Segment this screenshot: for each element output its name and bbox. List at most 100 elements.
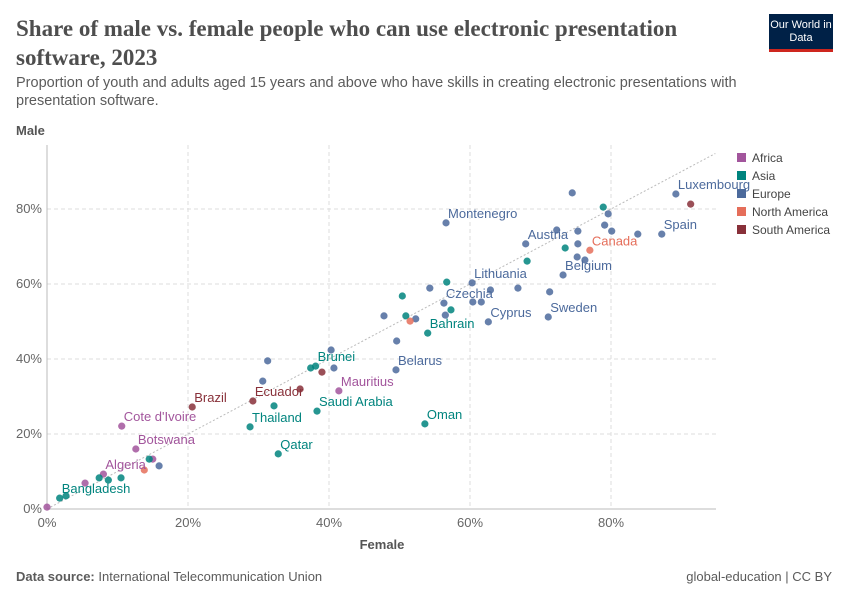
data-point [264, 357, 272, 365]
data-point [568, 189, 576, 197]
data-point [440, 299, 448, 307]
data-point [296, 385, 304, 393]
data-point [56, 494, 64, 502]
data-point [246, 423, 254, 431]
point-label: Brunei [318, 349, 356, 364]
point-label: Botswana [138, 432, 196, 447]
data-point [443, 278, 451, 286]
data-point [145, 455, 153, 463]
data-point [687, 200, 695, 208]
legend-swatch [737, 225, 746, 234]
point-label: Belarus [398, 353, 443, 368]
data-point [426, 284, 434, 292]
point-label: Canada [592, 233, 638, 248]
data-point [393, 337, 401, 345]
point-label: Spain [664, 217, 697, 232]
data-point [658, 230, 666, 238]
chart-title: Share of male vs. female people who can … [16, 16, 678, 70]
source-label: Data source: [16, 569, 95, 584]
chart-subtitle: Proportion of youth and adults aged 15 y… [16, 75, 737, 109]
owid-logo[interactable]: Our World in Data [769, 14, 833, 52]
data-point [441, 311, 449, 319]
data-point [574, 240, 582, 248]
data-point [442, 219, 450, 227]
point-label: Austria [528, 227, 569, 242]
data-point [546, 288, 554, 296]
data-point [412, 315, 420, 323]
point-label: Ecuador [255, 384, 304, 399]
x-tick-label: 80% [598, 515, 624, 530]
point-label: Sweden [550, 300, 597, 315]
data-point [469, 298, 477, 306]
license[interactable]: global-education | CC BY [686, 569, 832, 584]
data-point [43, 503, 51, 511]
data-point [424, 329, 432, 337]
y-tick-label: 80% [16, 201, 42, 216]
data-point [335, 387, 343, 395]
point-label: Cote d'Ivoire [124, 409, 197, 424]
legend-swatch [737, 153, 746, 162]
data-point [468, 279, 476, 287]
point-label: Thailand [252, 410, 302, 425]
reference-line [46, 153, 716, 510]
data-point [155, 462, 163, 470]
scatter-plot: 0%0% 20% 20% 40% 40% 60% 60% 80% 80% Male Female Af… [16, 123, 830, 552]
data-point [249, 397, 257, 405]
data-point [486, 286, 495, 294]
point-label: Algeria [105, 457, 146, 472]
data-point [421, 420, 429, 428]
point-label: Luxembourg [678, 177, 750, 192]
data-point [604, 210, 612, 218]
data-point [259, 377, 267, 385]
data-point [392, 366, 400, 374]
data-point [586, 246, 594, 254]
data-point [81, 479, 89, 487]
data-point [544, 313, 552, 321]
legend-swatch [737, 171, 746, 180]
data-point [514, 284, 522, 292]
data-point [484, 318, 492, 326]
x-tick-label: 0% [38, 515, 57, 530]
data-point [634, 230, 642, 238]
data-point [573, 253, 581, 261]
point-label: Qatar [280, 437, 313, 452]
data-point [559, 271, 567, 279]
data-point [313, 407, 321, 415]
data-source: Data source: International Telecommunica… [16, 569, 322, 584]
data-point [574, 227, 582, 235]
data-point [553, 226, 561, 234]
legend-item: South America [752, 223, 830, 237]
data-point [312, 362, 320, 370]
point-label: Mauritius [341, 374, 394, 389]
data-point [601, 221, 609, 229]
data-point [599, 203, 607, 211]
data-point [406, 317, 414, 325]
x-tick-label: 40% [316, 515, 342, 530]
data-point [380, 312, 388, 320]
y-tick-label: 40% [16, 351, 42, 366]
y-tick-label: 60% [16, 276, 42, 291]
data-point [477, 298, 485, 306]
data-point [104, 476, 112, 484]
data-point [402, 312, 410, 320]
point-label: Saudi Arabia [319, 394, 393, 409]
data-point [330, 364, 338, 372]
point-label: Lithuania [474, 266, 528, 281]
data-point [274, 450, 282, 458]
data-point [140, 466, 148, 474]
data-point [270, 402, 278, 410]
point-label: Cyprus [490, 305, 532, 320]
data-point [447, 306, 455, 314]
source-link[interactable]: International Telecommunication Union [98, 569, 323, 584]
data-point [188, 403, 196, 411]
point-label: Brazil [194, 390, 227, 405]
data-point [318, 368, 326, 376]
data-point [327, 346, 335, 354]
legend-item: Europe [752, 187, 791, 201]
legend-swatch [737, 207, 746, 216]
x-tick-label: 60% [457, 515, 483, 530]
data-point [132, 445, 140, 453]
point-label: Montenegro [448, 206, 517, 221]
data-point [522, 240, 530, 248]
data-point [672, 190, 680, 198]
